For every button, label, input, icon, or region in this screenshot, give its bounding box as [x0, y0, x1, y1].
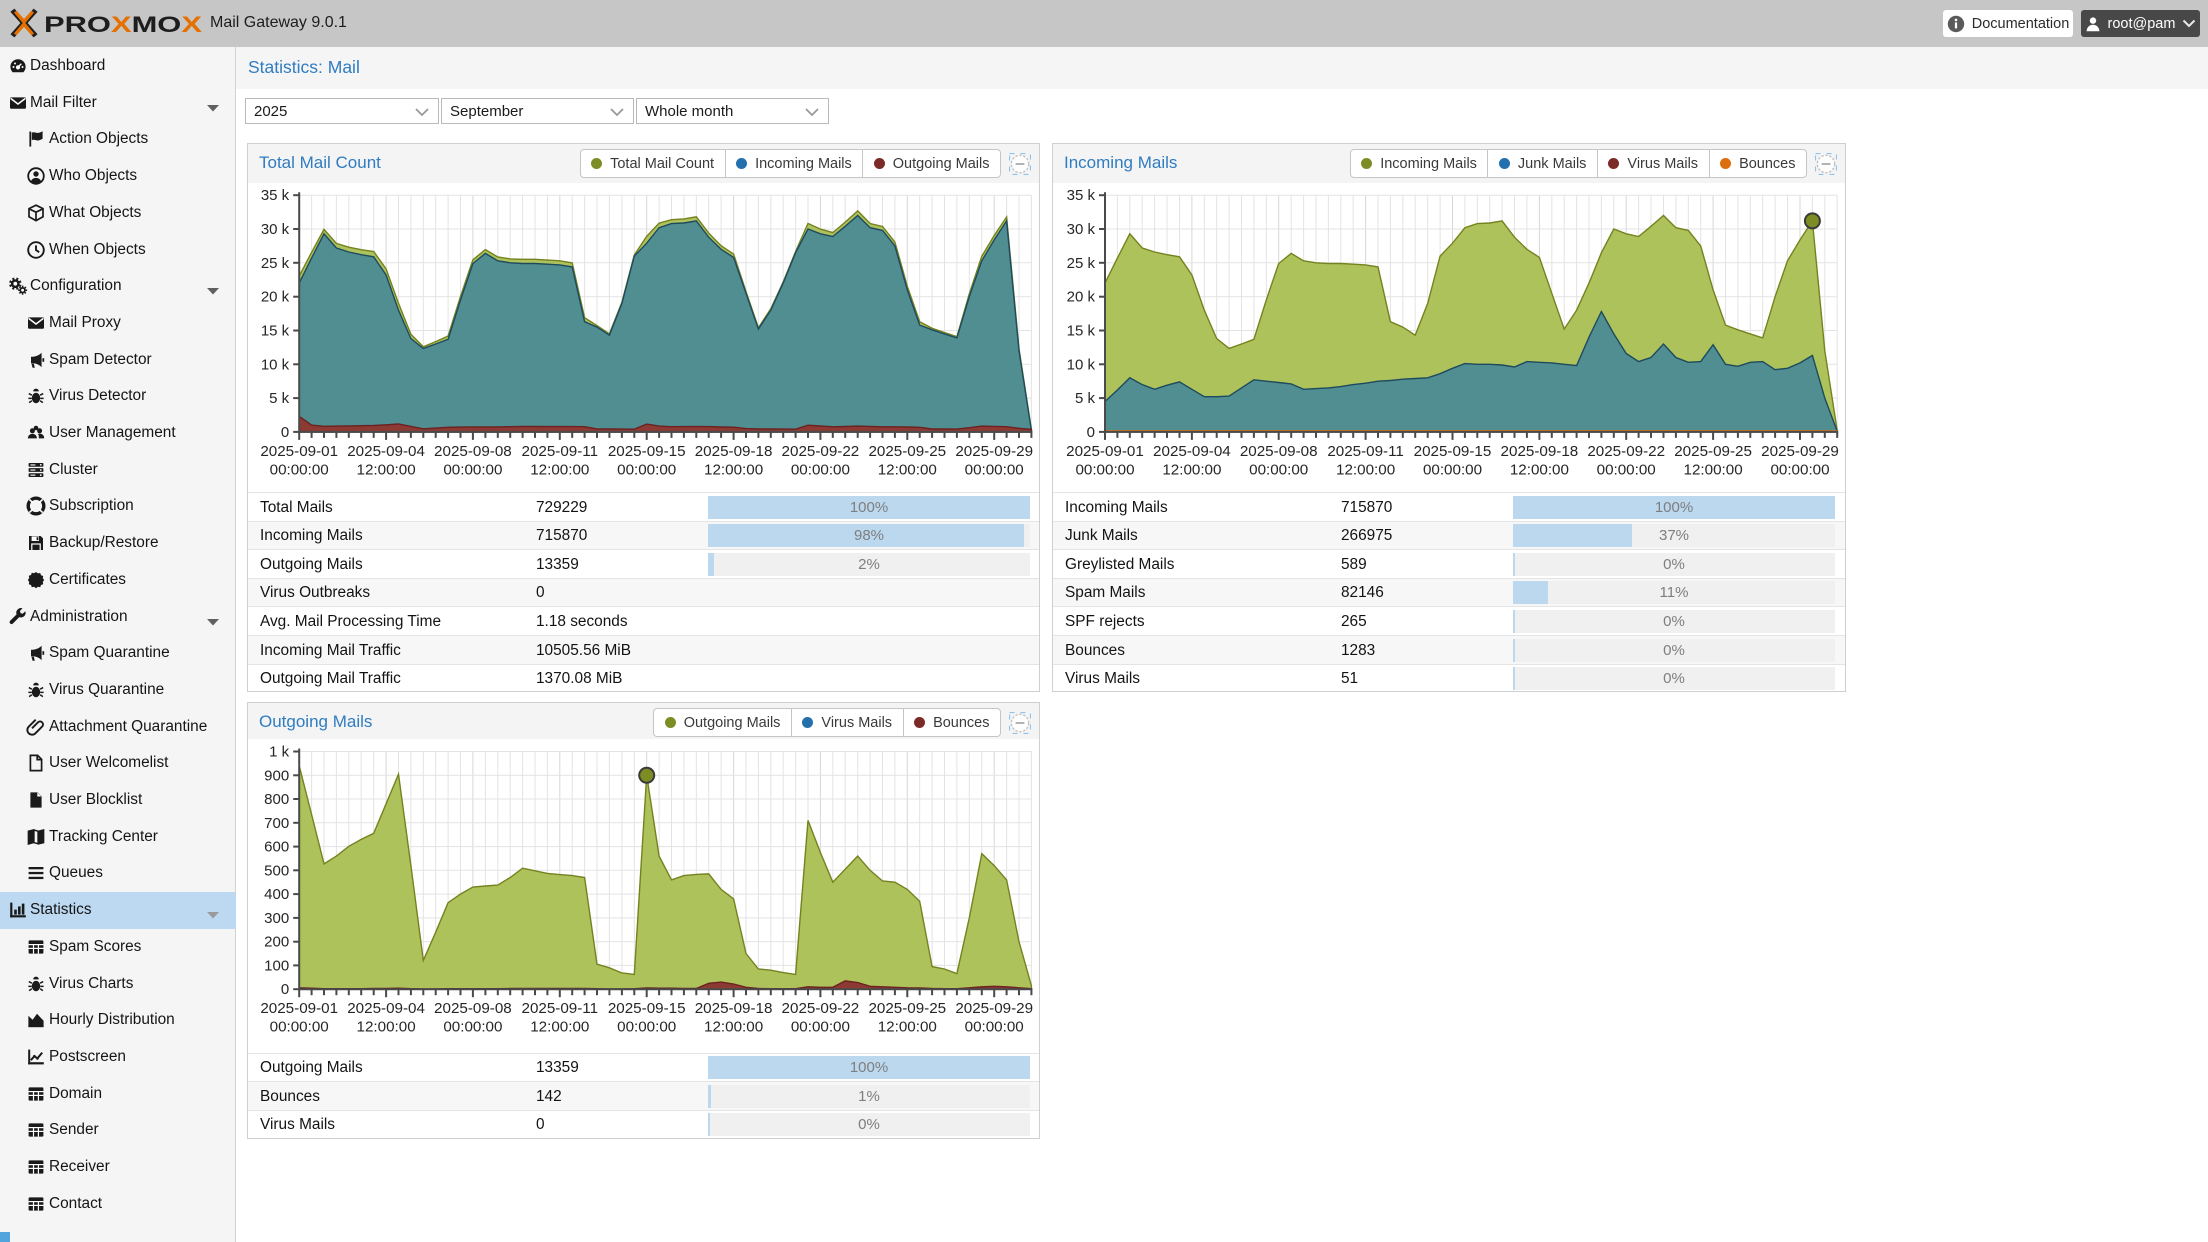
- svg-text:100: 100: [264, 957, 289, 974]
- svg-text:300: 300: [264, 910, 289, 927]
- svg-text:2025-09-18: 2025-09-18: [1501, 443, 1579, 460]
- svg-text:0: 0: [281, 424, 289, 441]
- svg-text:35 k: 35 k: [1067, 187, 1096, 204]
- svg-text:2025-09-29: 2025-09-29: [955, 443, 1033, 460]
- svg-text:00:00:00: 00:00:00: [965, 461, 1024, 478]
- svg-text:5 k: 5 k: [1075, 390, 1096, 407]
- svg-text:12:00:00: 12:00:00: [357, 1019, 416, 1036]
- svg-text:00:00:00: 00:00:00: [617, 461, 676, 478]
- svg-text:30 k: 30 k: [1067, 221, 1096, 238]
- svg-text:2025-09-08: 2025-09-08: [1240, 443, 1318, 460]
- svg-text:500: 500: [264, 862, 289, 879]
- svg-text:00:00:00: 00:00:00: [1249, 461, 1308, 478]
- svg-text:00:00:00: 00:00:00: [1770, 461, 1829, 478]
- svg-text:12:00:00: 12:00:00: [704, 461, 763, 478]
- svg-text:2025-09-04: 2025-09-04: [347, 1000, 425, 1017]
- svg-text:15 k: 15 k: [1067, 323, 1096, 340]
- svg-text:2025-09-11: 2025-09-11: [1327, 443, 1404, 460]
- svg-text:2025-09-08: 2025-09-08: [434, 443, 512, 460]
- svg-text:12:00:00: 12:00:00: [357, 461, 416, 478]
- svg-text:2025-09-25: 2025-09-25: [1674, 443, 1752, 460]
- svg-text:30 k: 30 k: [261, 221, 290, 238]
- svg-text:2025-09-15: 2025-09-15: [608, 443, 686, 460]
- svg-text:25 k: 25 k: [1067, 255, 1096, 272]
- svg-text:400: 400: [264, 886, 289, 903]
- svg-text:2025-09-25: 2025-09-25: [868, 443, 946, 460]
- svg-text:2025-09-29: 2025-09-29: [1761, 443, 1839, 460]
- svg-text:00:00:00: 00:00:00: [443, 461, 502, 478]
- svg-text:12:00:00: 12:00:00: [1162, 461, 1221, 478]
- svg-text:5 k: 5 k: [269, 390, 290, 407]
- svg-text:12:00:00: 12:00:00: [1684, 461, 1743, 478]
- svg-text:15 k: 15 k: [261, 323, 290, 340]
- svg-text:2025-09-25: 2025-09-25: [868, 1000, 946, 1017]
- svg-text:25 k: 25 k: [261, 255, 290, 272]
- svg-text:00:00:00: 00:00:00: [791, 461, 850, 478]
- svg-text:12:00:00: 12:00:00: [1510, 461, 1569, 478]
- svg-text:2025-09-22: 2025-09-22: [1587, 443, 1665, 460]
- svg-text:200: 200: [264, 934, 289, 951]
- svg-text:00:00:00: 00:00:00: [443, 1019, 502, 1036]
- svg-text:00:00:00: 00:00:00: [1597, 461, 1656, 478]
- svg-text:10 k: 10 k: [261, 356, 290, 373]
- svg-text:800: 800: [264, 791, 289, 808]
- svg-text:10 k: 10 k: [1067, 356, 1096, 373]
- svg-text:2025-09-01: 2025-09-01: [260, 1000, 338, 1017]
- svg-text:12:00:00: 12:00:00: [878, 1019, 937, 1036]
- svg-text:00:00:00: 00:00:00: [965, 1019, 1024, 1036]
- svg-text:2025-09-18: 2025-09-18: [695, 1000, 773, 1017]
- svg-text:2025-09-15: 2025-09-15: [608, 1000, 686, 1017]
- svg-text:900: 900: [264, 767, 289, 784]
- svg-text:2025-09-11: 2025-09-11: [522, 443, 599, 460]
- svg-text:00:00:00: 00:00:00: [270, 1019, 329, 1036]
- svg-text:2025-09-04: 2025-09-04: [1153, 443, 1231, 460]
- svg-text:35 k: 35 k: [261, 187, 290, 204]
- svg-text:12:00:00: 12:00:00: [878, 461, 937, 478]
- svg-text:2025-09-22: 2025-09-22: [782, 443, 860, 460]
- svg-text:2025-09-15: 2025-09-15: [1414, 443, 1492, 460]
- svg-text:20 k: 20 k: [1067, 289, 1096, 306]
- svg-text:2025-09-08: 2025-09-08: [434, 1000, 512, 1017]
- svg-text:00:00:00: 00:00:00: [791, 1019, 850, 1036]
- svg-text:2025-09-11: 2025-09-11: [522, 1000, 599, 1017]
- svg-text:2025-09-18: 2025-09-18: [695, 443, 773, 460]
- svg-text:00:00:00: 00:00:00: [1423, 461, 1482, 478]
- svg-text:00:00:00: 00:00:00: [270, 461, 329, 478]
- svg-text:20 k: 20 k: [261, 289, 290, 306]
- svg-text:2025-09-01: 2025-09-01: [1066, 443, 1144, 460]
- svg-text:0: 0: [1087, 424, 1095, 441]
- svg-text:700: 700: [264, 815, 289, 832]
- svg-text:00:00:00: 00:00:00: [1075, 461, 1134, 478]
- svg-text:2025-09-01: 2025-09-01: [260, 443, 338, 460]
- svg-text:12:00:00: 12:00:00: [1336, 461, 1395, 478]
- svg-text:2025-09-29: 2025-09-29: [955, 1000, 1033, 1017]
- svg-text:0: 0: [281, 981, 289, 998]
- svg-text:2025-09-22: 2025-09-22: [782, 1000, 860, 1017]
- svg-text:600: 600: [264, 839, 289, 856]
- svg-text:12:00:00: 12:00:00: [530, 461, 589, 478]
- svg-text:00:00:00: 00:00:00: [617, 1019, 676, 1036]
- svg-text:12:00:00: 12:00:00: [704, 1019, 763, 1036]
- svg-text:12:00:00: 12:00:00: [530, 1019, 589, 1036]
- svg-text:1 k: 1 k: [269, 744, 290, 761]
- svg-text:2025-09-04: 2025-09-04: [347, 443, 425, 460]
